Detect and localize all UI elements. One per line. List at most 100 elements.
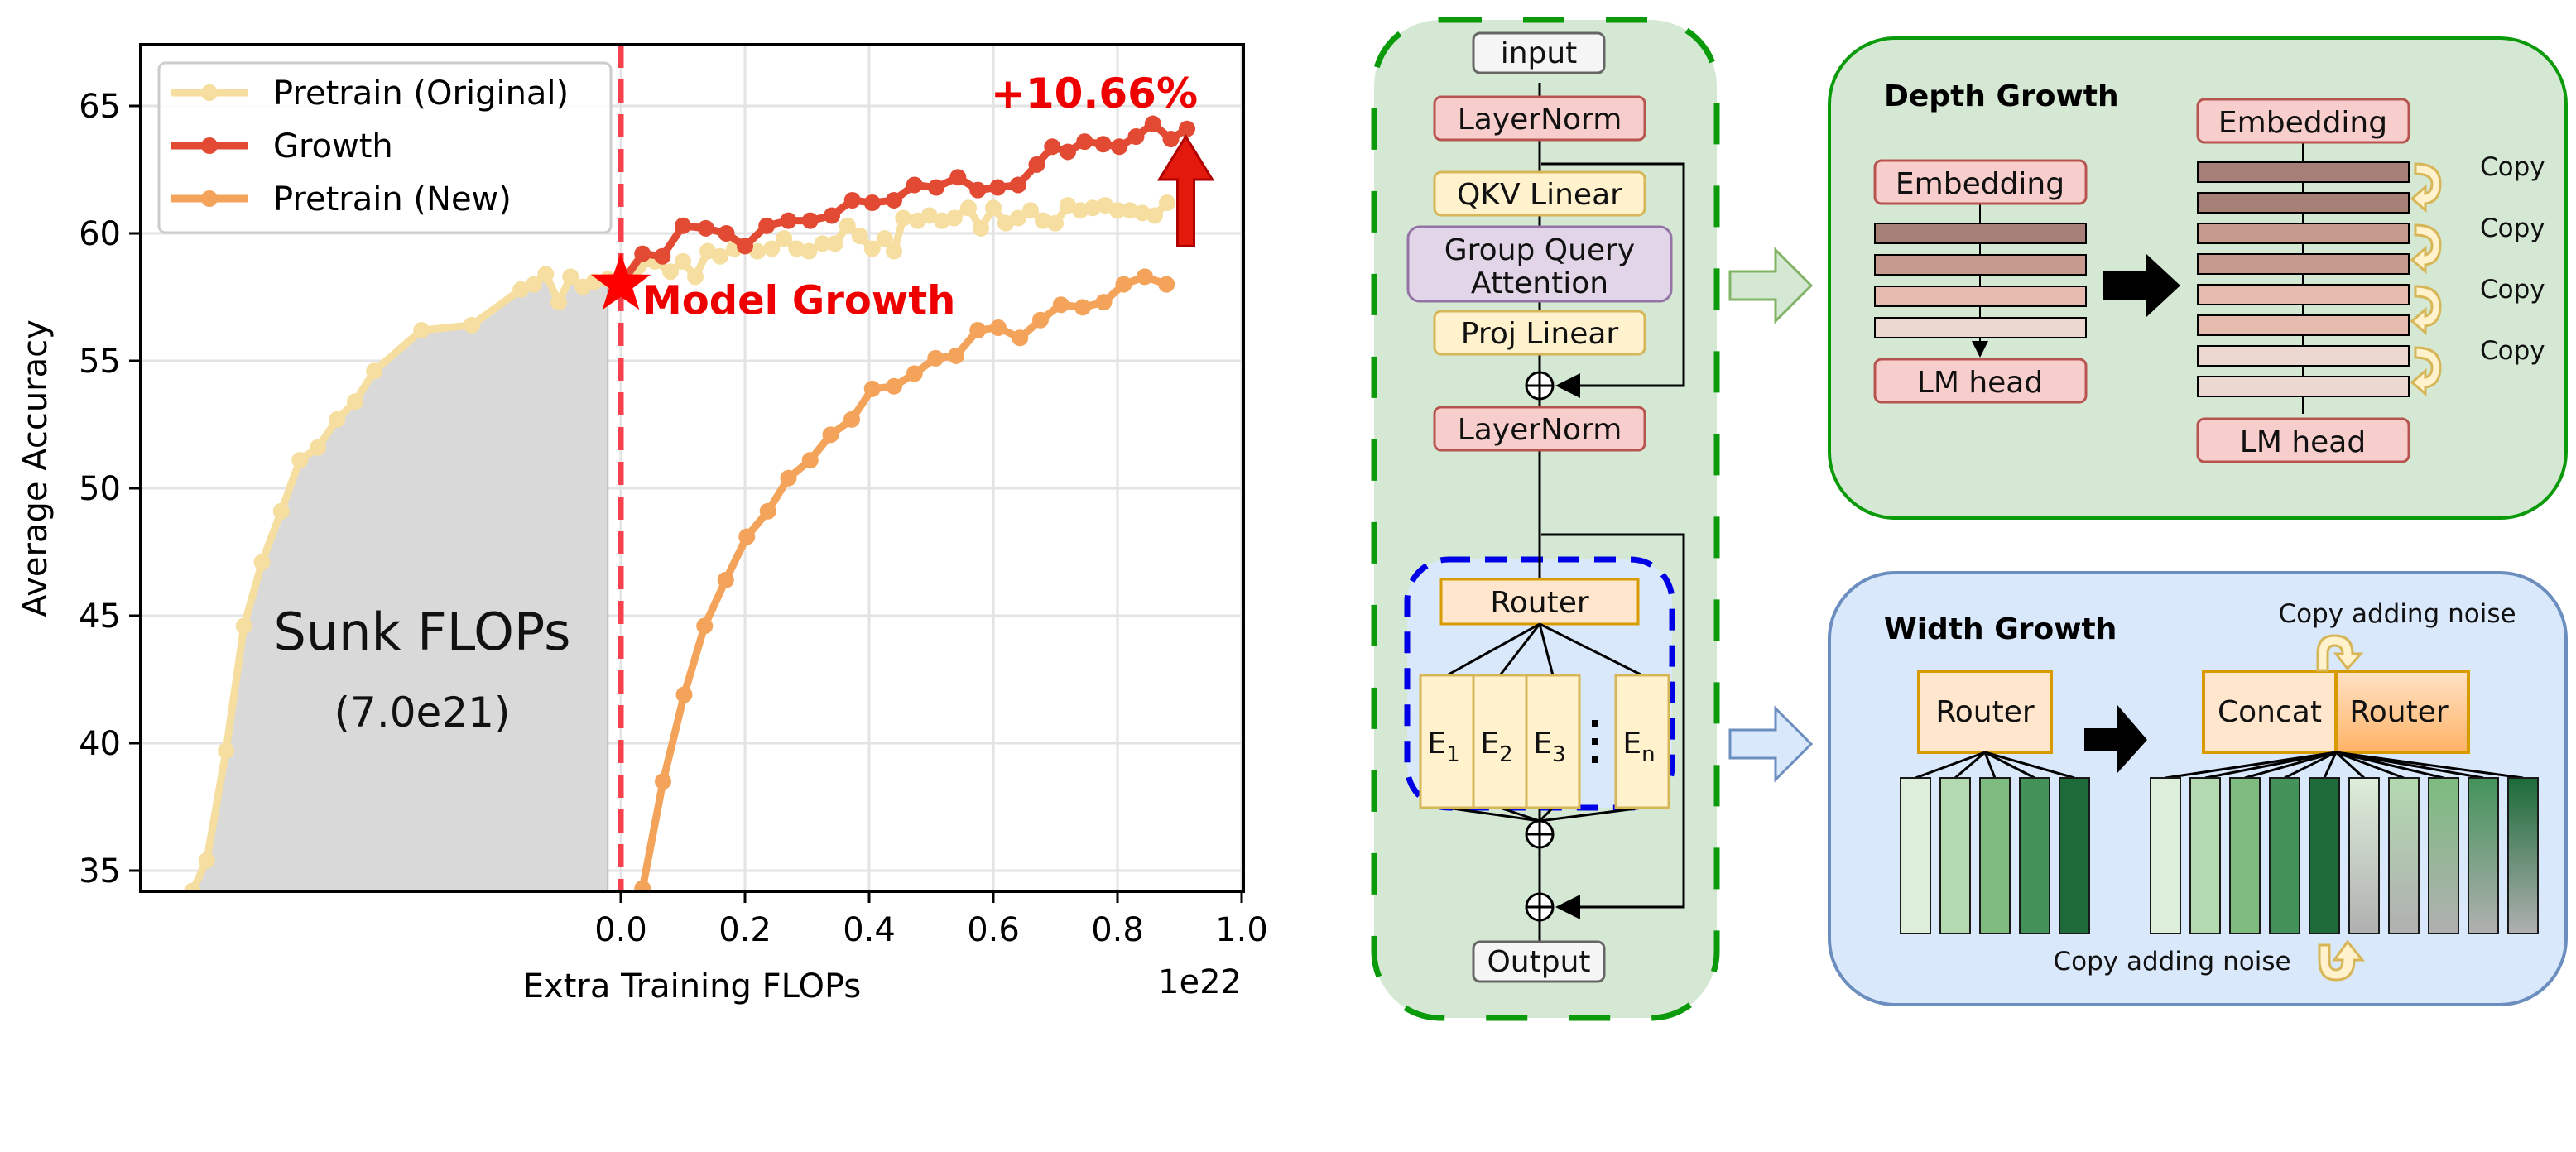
data-point bbox=[927, 349, 944, 367]
data-point bbox=[906, 176, 923, 194]
data-point bbox=[1012, 329, 1029, 347]
data-point bbox=[1010, 176, 1026, 194]
width-right-expert bbox=[2269, 777, 2300, 934]
proj-linear: Proj Linear bbox=[1433, 310, 1646, 356]
gain-percent-label: +10.66% bbox=[991, 70, 1198, 118]
proj-linear-label: Proj Linear bbox=[1461, 317, 1619, 351]
accuracy-chart: 35 40 45 50 55 60 65 0.0 0.2 0.4 0.6 0.8 1.0 Model G… bbox=[17, 43, 1268, 1006]
data-point bbox=[1072, 202, 1089, 219]
model-growth-label: Model Growth bbox=[642, 278, 955, 324]
data-point bbox=[1060, 143, 1076, 161]
depth-right-layer bbox=[2197, 314, 2410, 336]
data-point bbox=[634, 245, 651, 262]
layernorm-1-label: LayerNorm bbox=[1458, 103, 1622, 137]
data-point bbox=[851, 228, 868, 245]
router-connection bbox=[2335, 751, 2405, 780]
data-point bbox=[738, 528, 756, 545]
x-tick-label: 1.0 bbox=[1215, 911, 1268, 949]
width-right-expert-copy bbox=[2468, 777, 2499, 934]
plot-frame bbox=[139, 43, 1245, 893]
copy-label: Copy bbox=[2480, 336, 2545, 366]
data-point bbox=[291, 452, 309, 469]
router-connection bbox=[2334, 751, 2366, 780]
data-point bbox=[824, 207, 840, 224]
qkv-linear: QKV Linear bbox=[1433, 170, 1646, 217]
data-point bbox=[634, 880, 651, 891]
data-point bbox=[675, 686, 693, 703]
legend-marker bbox=[201, 84, 218, 101]
data-point bbox=[895, 209, 912, 227]
data-point bbox=[997, 214, 1014, 232]
group-query-attention: Group Query Attention bbox=[1406, 225, 1673, 303]
moe-router: Router bbox=[1439, 578, 1640, 626]
layernorm-2: LayerNorm bbox=[1433, 406, 1646, 452]
expert-1: E1 bbox=[1419, 622, 1540, 823]
width-left-expert bbox=[1979, 777, 2011, 934]
data-point bbox=[696, 617, 714, 635]
y-tick-label: 40 bbox=[79, 725, 121, 763]
width-left-router-label: Router bbox=[1935, 695, 2035, 729]
data-point bbox=[699, 242, 716, 260]
data-point bbox=[969, 322, 987, 339]
depth-right-layer bbox=[2197, 345, 2410, 367]
y-tick-label: 60 bbox=[79, 215, 121, 253]
expert-3: E3 bbox=[1525, 623, 1581, 823]
data-point bbox=[1022, 202, 1039, 219]
x-tick-label: 0.6 bbox=[967, 911, 1020, 949]
data-point bbox=[1044, 138, 1061, 156]
residual-connection-1 bbox=[1541, 162, 1685, 398]
data-point bbox=[562, 268, 579, 286]
qkv-linear-label: QKV Linear bbox=[1457, 178, 1622, 212]
data-point bbox=[863, 240, 881, 257]
data-point bbox=[1111, 138, 1128, 156]
legend-item: Pretrain (New) bbox=[171, 180, 512, 218]
depth-left-embedding-label: Embedding bbox=[1896, 167, 2064, 201]
copy-curl-icon bbox=[2410, 162, 2442, 214]
concat-label: Concat bbox=[2218, 695, 2322, 729]
depth-right-embedding: Embedding bbox=[2196, 98, 2410, 144]
data-point bbox=[1095, 294, 1113, 311]
copy-label: Copy bbox=[2480, 152, 2545, 182]
arrow-to-width-growth-icon bbox=[1728, 705, 1814, 783]
growth-star-marker bbox=[590, 252, 651, 310]
data-point bbox=[1074, 299, 1091, 316]
data-point bbox=[1179, 120, 1195, 137]
copy-noise-bottom-label: Copy adding noise bbox=[2053, 947, 2290, 977]
data-point bbox=[1035, 212, 1051, 229]
data-point bbox=[886, 377, 902, 395]
data-point bbox=[675, 217, 691, 234]
router-connection bbox=[1983, 751, 1997, 779]
depth-right-layer bbox=[2197, 376, 2410, 397]
data-point bbox=[512, 281, 530, 298]
data-point bbox=[1010, 209, 1026, 227]
copy-label: Copy bbox=[2480, 214, 2545, 243]
data-point bbox=[780, 212, 797, 229]
data-point bbox=[718, 225, 735, 242]
data-point bbox=[1144, 115, 1161, 132]
ellipsis-dot bbox=[1592, 720, 1598, 727]
depth-growth-panel: Depth Growth Embedding LM head Embedding… bbox=[1828, 36, 2568, 520]
ellipsis-dot bbox=[1592, 738, 1598, 745]
copy-label: Copy bbox=[2480, 275, 2545, 305]
data-point bbox=[989, 179, 1007, 196]
add-node-2 bbox=[1525, 819, 1555, 849]
copy-curl-icon bbox=[2410, 285, 2442, 336]
data-point bbox=[235, 617, 252, 635]
data-point bbox=[800, 242, 818, 260]
width-right-expert-copy bbox=[2348, 777, 2380, 934]
data-point bbox=[801, 452, 819, 469]
router-connection bbox=[2284, 751, 2337, 780]
legend-marker bbox=[201, 190, 218, 207]
depth-right-embedding-label: Embedding bbox=[2218, 106, 2387, 140]
width-right-expert-copy bbox=[2388, 777, 2420, 934]
router-connection bbox=[1984, 751, 2075, 780]
width-growth-transform-arrow-icon bbox=[2084, 705, 2147, 773]
data-point bbox=[933, 212, 950, 229]
data-point bbox=[464, 316, 480, 334]
width-right-expert bbox=[2150, 777, 2181, 934]
data-point bbox=[973, 219, 989, 237]
moe-router-label: Router bbox=[1490, 586, 1589, 620]
data-point bbox=[1159, 194, 1175, 212]
data-point bbox=[1122, 202, 1138, 219]
